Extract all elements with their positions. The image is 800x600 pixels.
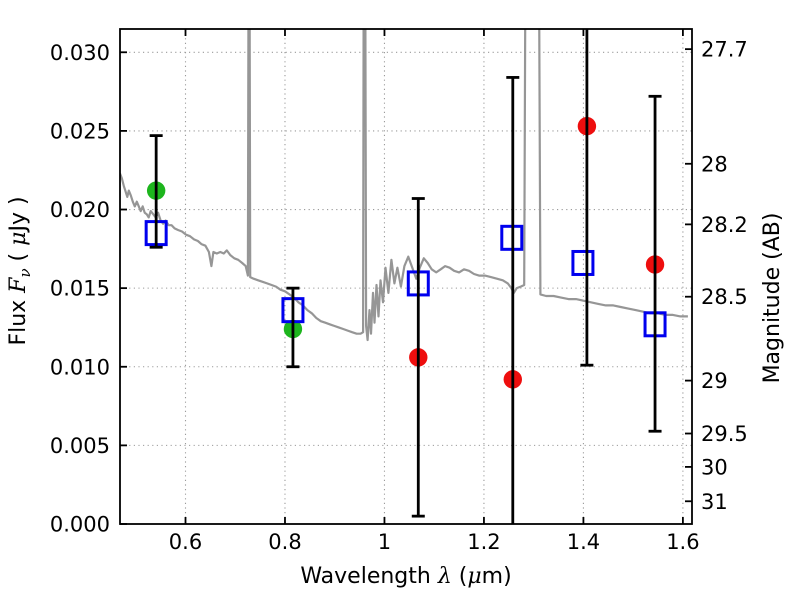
model-spectrum <box>120 29 688 342</box>
y-tick-label: 0.020 <box>50 198 110 222</box>
y2-tick-label: 27.7 <box>701 38 748 62</box>
blue-open-squares-marker <box>571 249 595 276</box>
y2-tick-label: 29.5 <box>701 422 748 446</box>
x-tick-label: 1.4 <box>567 530 600 554</box>
text-layer: 0.6 0.8 1 1.2 1.4 1.6 0.000 0.005 0.010 0.015 0.02… <box>6 38 785 589</box>
y-tick-label: 0.015 <box>50 277 110 301</box>
y-tick-label: 0.005 <box>50 434 110 458</box>
y-tick-label: 0.000 <box>50 513 110 537</box>
y2-tick-label: 28.5 <box>701 285 748 309</box>
x-tick-label: 1 <box>378 530 391 554</box>
x-axis-label: Wavelength λ (μm) <box>300 564 511 589</box>
x-tick-label: 1.2 <box>467 530 500 554</box>
y-axis-label: Flux Fν ( μJy ) <box>6 196 34 345</box>
y-tick-label: 0.010 <box>50 355 110 379</box>
y2-axis-label: Magnitude (AB) <box>760 213 785 384</box>
y2-tick-label: 31 <box>701 490 728 514</box>
x-tick-label: 1.6 <box>666 530 699 554</box>
data-layer <box>120 29 688 524</box>
x-tick-label: 0.8 <box>268 530 301 554</box>
y2-tick-label: 30 <box>701 455 728 479</box>
y2-tick-label: 29 <box>701 369 728 393</box>
y-tick-label: 0.030 <box>50 41 110 65</box>
axes-layer <box>119 28 693 525</box>
grid-layer <box>120 29 692 524</box>
plot-spines <box>119 28 693 525</box>
y-tick-label: 0.025 <box>50 119 110 143</box>
y2-tick-label: 28.2 <box>701 213 748 237</box>
x-tick-label: 0.6 <box>169 530 202 554</box>
y2-tick-label: 28 <box>701 152 728 176</box>
